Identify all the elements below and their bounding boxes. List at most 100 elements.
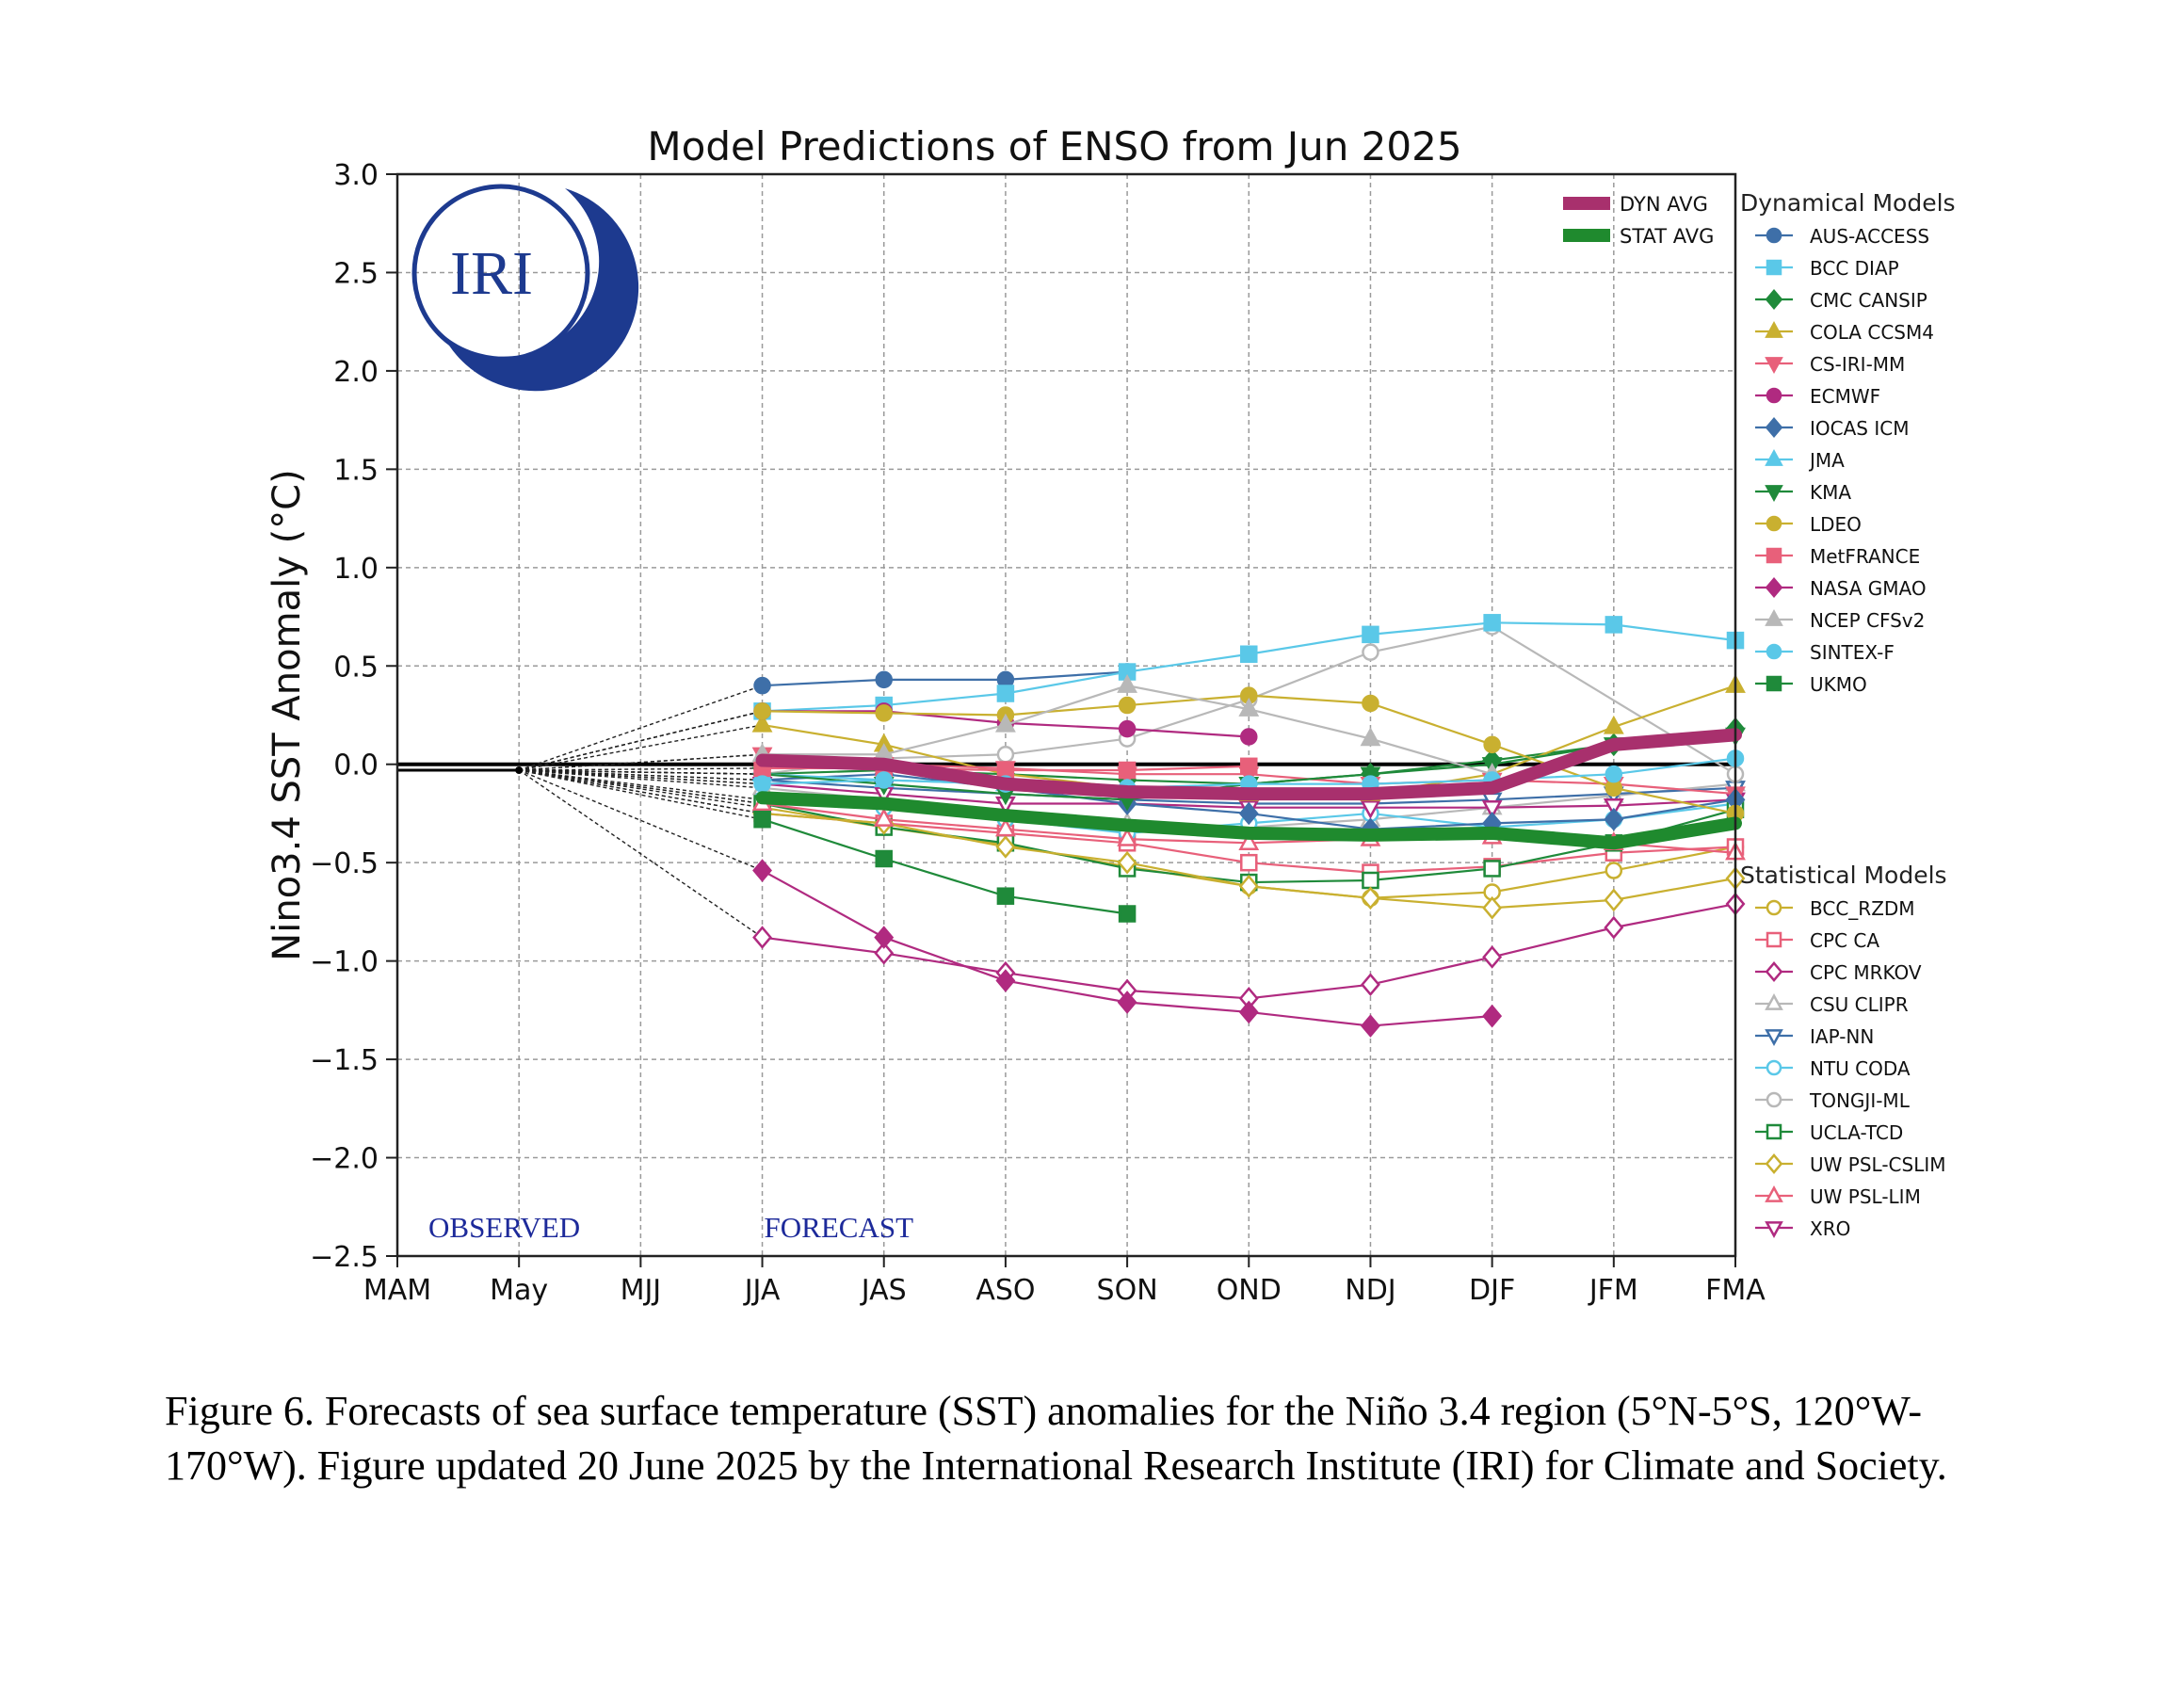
forecast-connector xyxy=(519,769,763,814)
data-point xyxy=(1603,715,1624,734)
data-point xyxy=(1362,625,1379,644)
legend-marker xyxy=(1765,1185,1783,1202)
legend-marker xyxy=(1765,609,1783,626)
legend-marker xyxy=(1766,931,1782,948)
forecast-connector xyxy=(519,769,763,805)
y-tick-label: 1.0 xyxy=(333,553,379,586)
data-point xyxy=(996,746,1015,764)
data-point xyxy=(753,810,771,829)
data-point xyxy=(1604,807,1624,831)
legend-item-jma: JMA xyxy=(1808,449,1845,472)
data-point xyxy=(1604,915,1624,940)
data-point xyxy=(875,849,893,868)
data-point xyxy=(1362,643,1379,661)
plot-frame xyxy=(395,172,1737,1258)
data-point xyxy=(751,713,773,733)
x-tick-label: NDJ xyxy=(1345,1274,1395,1307)
forecast-connector xyxy=(519,769,763,820)
data-point xyxy=(752,926,772,949)
data-point xyxy=(1483,735,1501,754)
data-point xyxy=(873,808,895,827)
legend-marker xyxy=(1766,1059,1782,1076)
legend-marker xyxy=(1766,1091,1782,1108)
legend-marker xyxy=(1765,449,1783,466)
data-point xyxy=(1240,728,1258,746)
series-line xyxy=(762,625,1736,776)
legend-title: Dynamical Models xyxy=(1740,189,1956,217)
legend-marker xyxy=(1765,321,1783,338)
data-point xyxy=(1118,905,1137,923)
legend-marker xyxy=(1765,960,1783,983)
legend-marker xyxy=(1766,899,1782,916)
legend-dynamical: Dynamical Models AUS-ACCESS BCC DIAP CMC CA… xyxy=(1740,189,1956,696)
data-point xyxy=(1238,831,1260,850)
data-point xyxy=(1362,871,1379,890)
data-point xyxy=(1483,614,1501,632)
data-point xyxy=(874,941,895,965)
legend-statistical: Statistical Models BCC_RZDM CPC CA CPC MRKO… xyxy=(1740,862,1947,1240)
legend-item-cpc-mrkov: CPC MRKOV xyxy=(1810,961,1922,984)
data-point xyxy=(1361,1014,1380,1038)
data-point xyxy=(753,775,771,793)
data-point xyxy=(1605,765,1623,783)
legend-title: Statistical Models xyxy=(1740,862,1947,889)
forecast-connector xyxy=(518,769,763,872)
legend-item-csu-clipr: CSU CLIPR xyxy=(1810,993,1909,1016)
legend-marker xyxy=(1766,1123,1782,1140)
data-point xyxy=(994,713,1016,733)
legend-item-aus-access: AUS-ACCESS xyxy=(1810,225,1929,248)
y-tick-label: 0.5 xyxy=(333,651,379,684)
legend-marker xyxy=(1765,288,1783,311)
x-tick-label: OND xyxy=(1217,1274,1282,1307)
data-point xyxy=(875,704,893,722)
legend-marker xyxy=(1765,485,1783,502)
legend-item-ukmo: UKMO xyxy=(1810,673,1867,696)
average-line-dyn-avg xyxy=(755,728,1742,801)
x-tick-label: ASO xyxy=(976,1274,1035,1307)
data-point xyxy=(753,702,771,720)
data-point xyxy=(995,835,1016,859)
series-ukmo xyxy=(753,810,1137,923)
series-nasa-gmao xyxy=(752,859,1503,1038)
data-point xyxy=(1238,874,1259,898)
legend-marker xyxy=(1766,675,1782,692)
observed-annotation: OBSERVED xyxy=(428,1211,580,1244)
legend-marker xyxy=(1766,515,1782,532)
legend-marker xyxy=(1765,357,1783,374)
x-tick-label: MAM xyxy=(363,1274,431,1307)
forecast-connector xyxy=(518,685,763,771)
data-point xyxy=(1603,798,1624,817)
data-point xyxy=(1482,945,1503,969)
data-point xyxy=(1240,757,1258,776)
data-point xyxy=(1482,1004,1503,1028)
plot-background xyxy=(397,174,1735,1256)
y-tick-label: 3.0 xyxy=(333,159,379,192)
legend-item-tongji-ml: TONGJI-ML xyxy=(1809,1089,1911,1112)
data-point xyxy=(1361,973,1380,997)
data-point xyxy=(1361,886,1380,910)
legend-item-bcc-diap: BCC DIAP xyxy=(1810,257,1899,280)
forecast-connector xyxy=(518,769,763,939)
legend-marker xyxy=(1766,259,1782,276)
legend-item-cs-iri-mm: CS-IRI-MM xyxy=(1810,353,1905,376)
y-tick-label: −1.0 xyxy=(310,946,379,979)
data-point xyxy=(874,926,895,949)
legend-item-iap-nn: IAP-NN xyxy=(1810,1025,1874,1048)
legend-item-cola-ccsm4: COLA CCSM4 xyxy=(1810,321,1934,344)
y-axis-label: Nino3.4 SST Anomaly (°C) xyxy=(266,469,309,960)
x-tick-label: SON xyxy=(1097,1274,1158,1307)
data-point xyxy=(875,670,893,689)
data-point xyxy=(994,817,1016,837)
data-point xyxy=(996,887,1015,905)
logo-text: IRI xyxy=(450,239,533,308)
legend-item-bcc-rzdm: BCC_RZDM xyxy=(1810,897,1915,920)
x-tick-label: JJA xyxy=(743,1274,781,1307)
x-tick-label: May xyxy=(490,1274,548,1307)
data-point xyxy=(1482,895,1503,920)
data-point xyxy=(1605,862,1623,879)
data-point xyxy=(875,771,893,789)
legend-item-sintex-f: SINTEX-F xyxy=(1810,641,1895,664)
data-point xyxy=(752,859,772,882)
data-point xyxy=(753,676,771,695)
data-point xyxy=(1238,801,1259,826)
